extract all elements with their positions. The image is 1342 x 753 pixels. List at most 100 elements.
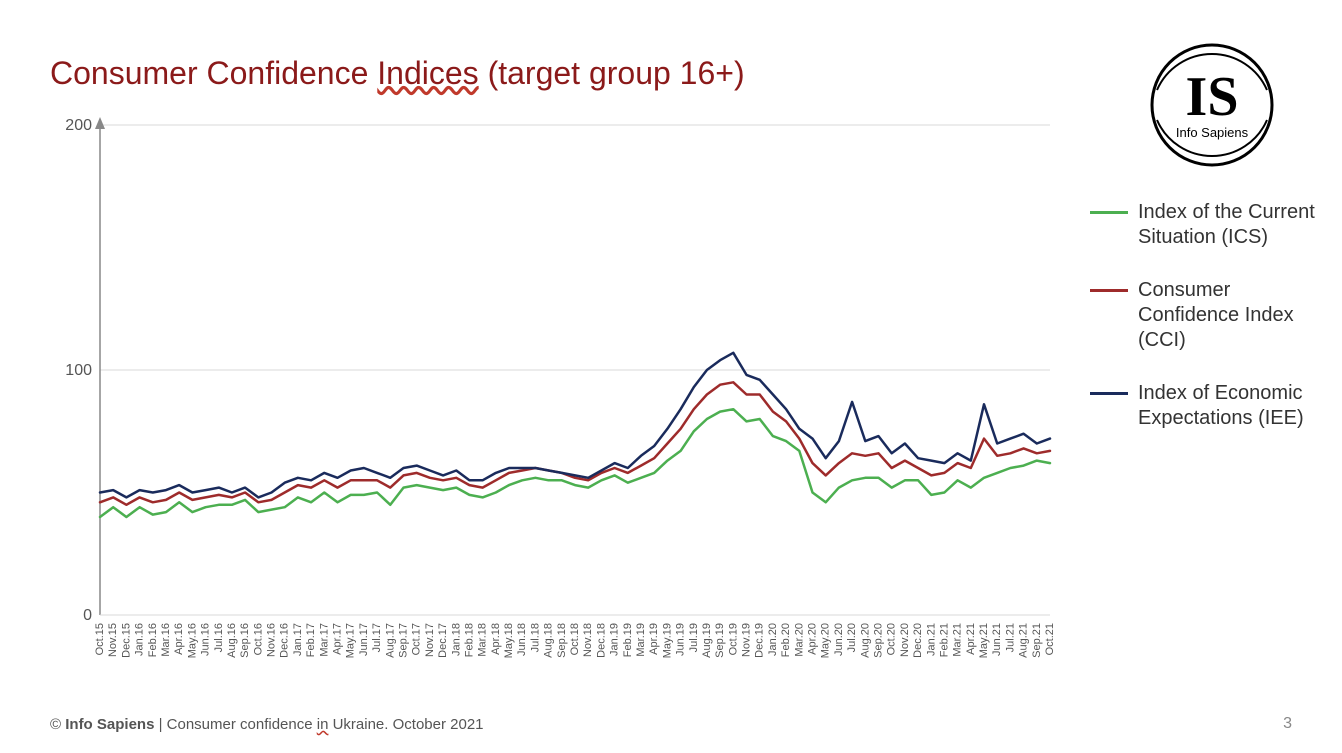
legend-swatch bbox=[1090, 211, 1128, 214]
svg-text:Apr.20: Apr.20 bbox=[807, 623, 819, 655]
svg-text:May.17: May.17 bbox=[345, 623, 357, 658]
svg-text:Jan.16: Jan.16 bbox=[134, 623, 146, 656]
svg-text:Oct.19: Oct.19 bbox=[727, 623, 739, 655]
svg-text:Aug.19: Aug.19 bbox=[701, 623, 713, 658]
svg-text:Jul.19: Jul.19 bbox=[688, 623, 700, 652]
svg-text:Aug.18: Aug.18 bbox=[543, 623, 555, 658]
svg-text:Mar.18: Mar.18 bbox=[477, 623, 489, 657]
svg-text:Apr.17: Apr.17 bbox=[332, 623, 344, 655]
legend-item: Index of the Current Situation (ICS) bbox=[1090, 200, 1320, 250]
page-number: 3 bbox=[1283, 715, 1292, 733]
svg-text:Jan.20: Jan.20 bbox=[767, 623, 779, 656]
svg-text:Nov.16: Nov.16 bbox=[266, 623, 278, 657]
svg-text:May.19: May.19 bbox=[661, 623, 673, 658]
svg-text:100: 100 bbox=[65, 362, 92, 379]
footer-part: © bbox=[50, 716, 65, 733]
svg-text:Jul.17: Jul.17 bbox=[371, 623, 383, 652]
svg-text:Feb.18: Feb.18 bbox=[463, 623, 475, 657]
svg-text:max: max bbox=[62, 115, 92, 117]
svg-text:Dec.15: Dec.15 bbox=[120, 623, 132, 658]
svg-text:Sep.16: Sep.16 bbox=[239, 623, 251, 658]
legend-item: Consumer Confidence Index (CCI) bbox=[1090, 278, 1320, 353]
svg-text:Apr.16: Apr.16 bbox=[173, 623, 185, 655]
footer-part: | Consumer confidence bbox=[154, 716, 316, 733]
svg-text:Oct.17: Oct.17 bbox=[411, 623, 423, 655]
svg-text:Dec.19: Dec.19 bbox=[754, 623, 766, 658]
svg-text:Mar.21: Mar.21 bbox=[952, 623, 964, 657]
svg-text:Jun.19: Jun.19 bbox=[675, 623, 687, 656]
svg-text:Jan.19: Jan.19 bbox=[609, 623, 621, 656]
svg-text:Oct.20: Oct.20 bbox=[886, 623, 898, 655]
svg-text:Nov.18: Nov.18 bbox=[582, 623, 594, 657]
svg-text:May.20: May.20 bbox=[820, 623, 832, 658]
legend: Index of the Current Situation (ICS) Con… bbox=[1090, 200, 1320, 459]
footer-part: in bbox=[317, 716, 329, 733]
svg-text:Mar.16: Mar.16 bbox=[160, 623, 172, 657]
svg-text:Nov.20: Nov.20 bbox=[899, 623, 911, 657]
svg-text:Feb.20: Feb.20 bbox=[780, 623, 792, 657]
svg-text:Aug.17: Aug.17 bbox=[384, 623, 396, 658]
legend-label: Index of the Current Situation (ICS) bbox=[1138, 200, 1320, 250]
logo: IS Info Sapiens bbox=[1142, 35, 1282, 175]
legend-label: Consumer Confidence Index (CCI) bbox=[1138, 278, 1320, 353]
svg-text:Jun.18: Jun.18 bbox=[516, 623, 528, 656]
svg-text:Jul.18: Jul.18 bbox=[529, 623, 541, 652]
svg-text:Aug.20: Aug.20 bbox=[859, 623, 871, 658]
svg-text:Apr.21: Apr.21 bbox=[965, 623, 977, 655]
legend-label: Index of Economic Expectations (IEE) bbox=[1138, 381, 1320, 431]
svg-text:Jun.17: Jun.17 bbox=[358, 623, 370, 656]
svg-text:Feb.17: Feb.17 bbox=[305, 623, 317, 657]
svg-text:Oct.16: Oct.16 bbox=[252, 623, 264, 655]
svg-text:Apr.18: Apr.18 bbox=[490, 623, 502, 655]
svg-text:Dec.16: Dec.16 bbox=[279, 623, 291, 658]
svg-text:Jul.21: Jul.21 bbox=[1004, 623, 1016, 652]
legend-swatch bbox=[1090, 392, 1128, 395]
svg-text:Jan.21: Jan.21 bbox=[925, 623, 937, 656]
svg-text:Aug.16: Aug.16 bbox=[226, 623, 238, 658]
logo-initials: IS bbox=[1186, 66, 1239, 128]
svg-text:Sep.18: Sep.18 bbox=[556, 623, 568, 658]
svg-text:Mar.20: Mar.20 bbox=[793, 623, 805, 657]
title-part-1: Consumer Confidence bbox=[50, 55, 377, 91]
svg-text:Aug.21: Aug.21 bbox=[1018, 623, 1030, 658]
svg-text:Mar.19: Mar.19 bbox=[635, 623, 647, 657]
svg-text:Feb.16: Feb.16 bbox=[147, 623, 159, 657]
svg-text:Nov.19: Nov.19 bbox=[741, 623, 753, 657]
svg-text:Jun.20: Jun.20 bbox=[833, 623, 845, 656]
line-chart: 0 100 200max Oct.15Nov.15Dec.15Jan.16Feb.16… bbox=[50, 115, 1060, 675]
svg-text:Nov.17: Nov.17 bbox=[424, 623, 436, 657]
svg-text:Oct.21: Oct.21 bbox=[1044, 623, 1056, 655]
svg-text:200: 200 bbox=[65, 117, 92, 134]
svg-text:Sep.20: Sep.20 bbox=[872, 623, 884, 658]
footer-brand: Info Sapiens bbox=[65, 716, 154, 733]
svg-text:Jan.18: Jan.18 bbox=[450, 623, 462, 656]
svg-text:Oct.18: Oct.18 bbox=[569, 623, 581, 655]
svg-text:May.18: May.18 bbox=[503, 623, 515, 658]
legend-swatch bbox=[1090, 289, 1128, 292]
svg-text:Dec.17: Dec.17 bbox=[437, 623, 449, 658]
svg-text:Sep.17: Sep.17 bbox=[397, 623, 409, 658]
svg-text:Jul.16: Jul.16 bbox=[213, 623, 225, 652]
svg-text:Oct.15: Oct.15 bbox=[94, 623, 106, 655]
svg-text:Dec.20: Dec.20 bbox=[912, 623, 924, 658]
svg-text:Jul.20: Jul.20 bbox=[846, 623, 858, 652]
title-part-2: Indices bbox=[377, 55, 478, 91]
title-part-3: (target group 16+) bbox=[479, 55, 745, 91]
svg-text:0: 0 bbox=[83, 607, 92, 624]
logo-subtitle: Info Sapiens bbox=[1176, 125, 1249, 140]
svg-text:Feb.19: Feb.19 bbox=[622, 623, 634, 657]
svg-text:Feb.21: Feb.21 bbox=[938, 623, 950, 657]
footer: © Info Sapiens | Consumer confidence in … bbox=[50, 716, 484, 733]
svg-text:Sep.21: Sep.21 bbox=[1031, 623, 1043, 658]
svg-text:Jun.21: Jun.21 bbox=[991, 623, 1003, 656]
legend-item: Index of Economic Expectations (IEE) bbox=[1090, 381, 1320, 431]
page-title: Consumer Confidence Indices (target grou… bbox=[50, 55, 745, 92]
svg-text:Jun.16: Jun.16 bbox=[200, 623, 212, 656]
footer-part: Ukraine. October 2021 bbox=[328, 716, 483, 733]
svg-text:Apr.19: Apr.19 bbox=[648, 623, 660, 655]
svg-text:Sep.19: Sep.19 bbox=[714, 623, 726, 658]
svg-text:May.21: May.21 bbox=[978, 623, 990, 658]
svg-text:Mar.17: Mar.17 bbox=[318, 623, 330, 657]
svg-text:Nov.15: Nov.15 bbox=[107, 623, 119, 657]
svg-text:May.16: May.16 bbox=[186, 623, 198, 658]
